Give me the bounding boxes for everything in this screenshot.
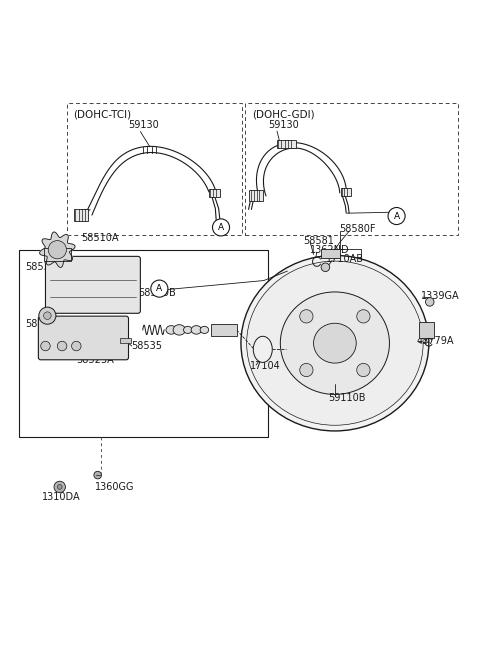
- Ellipse shape: [183, 326, 192, 333]
- Bar: [211, 324, 237, 336]
- Text: A: A: [156, 284, 162, 293]
- Bar: [420, 322, 433, 338]
- Ellipse shape: [166, 325, 177, 334]
- Text: A: A: [394, 211, 400, 220]
- Circle shape: [72, 341, 81, 351]
- Bar: [321, 249, 340, 258]
- Circle shape: [151, 280, 168, 297]
- Text: 58580F: 58580F: [340, 224, 376, 234]
- Ellipse shape: [200, 326, 209, 333]
- Text: 1710AB: 1710AB: [326, 255, 364, 264]
- Text: 1362ND: 1362ND: [310, 245, 350, 255]
- Circle shape: [300, 310, 313, 323]
- Circle shape: [48, 241, 66, 259]
- Bar: [209, 188, 219, 197]
- Text: 1339GA: 1339GA: [421, 291, 460, 300]
- Circle shape: [321, 263, 330, 272]
- Ellipse shape: [280, 292, 389, 394]
- Bar: [74, 209, 88, 221]
- Ellipse shape: [173, 325, 185, 335]
- FancyBboxPatch shape: [46, 256, 140, 314]
- Polygon shape: [40, 232, 75, 268]
- Text: 17104: 17104: [250, 361, 280, 371]
- Text: 58529B: 58529B: [138, 288, 176, 298]
- Text: 58535: 58535: [131, 341, 162, 351]
- Circle shape: [357, 363, 370, 377]
- Text: 1360GG: 1360GG: [96, 482, 135, 492]
- Text: 58581: 58581: [303, 236, 335, 246]
- Text: (DOHC-TCI): (DOHC-TCI): [73, 110, 131, 120]
- Text: A: A: [218, 223, 224, 232]
- Text: (DOHC-GDI): (DOHC-GDI): [252, 110, 314, 120]
- Text: 58510A: 58510A: [81, 233, 119, 243]
- Circle shape: [300, 363, 313, 377]
- Circle shape: [41, 341, 50, 351]
- Circle shape: [94, 471, 101, 479]
- Text: 58525A: 58525A: [76, 356, 114, 365]
- Text: 1310DA: 1310DA: [42, 493, 80, 502]
- Bar: [120, 338, 131, 343]
- Bar: [341, 188, 351, 196]
- Bar: [250, 190, 263, 201]
- FancyBboxPatch shape: [38, 316, 129, 359]
- Circle shape: [44, 312, 51, 319]
- Ellipse shape: [247, 261, 423, 425]
- Text: 59130: 59130: [129, 119, 159, 130]
- Ellipse shape: [253, 337, 272, 362]
- Text: 43779A: 43779A: [417, 337, 454, 346]
- Circle shape: [357, 310, 370, 323]
- Bar: [276, 140, 296, 148]
- Text: 59110B: 59110B: [328, 393, 365, 403]
- Circle shape: [54, 482, 65, 493]
- Ellipse shape: [241, 255, 429, 431]
- Circle shape: [425, 298, 434, 306]
- Circle shape: [57, 485, 62, 489]
- Circle shape: [388, 207, 405, 224]
- Text: 58531A: 58531A: [25, 262, 63, 272]
- Ellipse shape: [191, 325, 202, 334]
- Text: 59130: 59130: [268, 119, 299, 130]
- Ellipse shape: [313, 323, 356, 363]
- Circle shape: [57, 341, 67, 351]
- Bar: [44, 248, 71, 261]
- Circle shape: [213, 219, 229, 236]
- Text: 58672: 58672: [25, 319, 57, 329]
- Circle shape: [39, 307, 56, 324]
